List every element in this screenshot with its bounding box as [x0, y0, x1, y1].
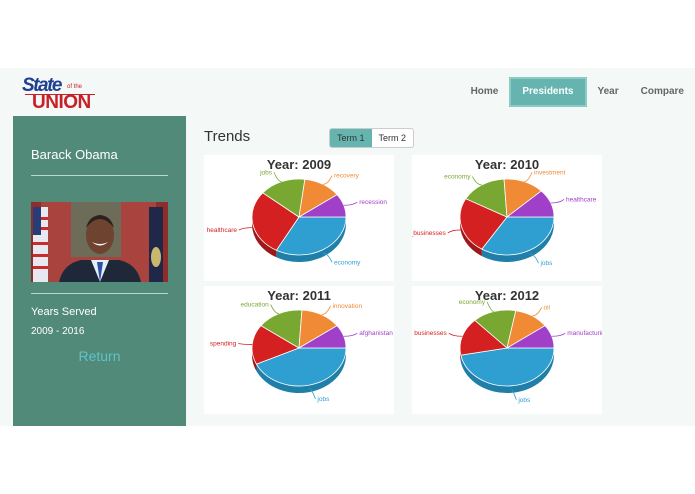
pie-slice-spending[interactable]	[251, 325, 300, 365]
pie-slice-jobs[interactable]	[262, 178, 306, 218]
return-link[interactable]: Return	[78, 348, 121, 364]
page-background: State of the UNION Home Presidents Year …	[0, 68, 695, 426]
pie-label: healthcare	[207, 227, 238, 234]
nav-presidents[interactable]: Presidents	[509, 77, 587, 107]
divider	[31, 293, 168, 294]
pie-label: afghanistan	[359, 330, 393, 337]
pie-label: small_businesses	[412, 230, 447, 237]
pie-slice-businesses[interactable]	[459, 319, 508, 356]
chart-card-2010: Year: 2010 jobs small_businesses economy in…	[412, 155, 602, 281]
president-name: Barack Obama	[31, 147, 118, 162]
president-photo	[31, 202, 168, 282]
pie-label: recovery	[334, 173, 360, 180]
trends-heading: Trends	[204, 128, 251, 145]
pie-label: economy	[444, 173, 471, 180]
pie-slice-healthcare[interactable]	[505, 190, 555, 218]
term-1-button[interactable]: Term 1	[330, 129, 372, 147]
years-served-value: 2009 - 2016	[31, 326, 85, 337]
pie-label: oil	[544, 304, 551, 311]
pie-slice-education[interactable]	[260, 309, 303, 349]
chart-title: Year: 2012	[474, 288, 540, 303]
pie-label: innovation	[332, 303, 362, 310]
pie-slice-economy[interactable]	[465, 178, 508, 218]
logo-underline	[25, 94, 95, 95]
pie-slice-jobs[interactable]	[460, 347, 555, 387]
pie-chart-2011[interactable]: jobs spending education innovation afghanist…	[204, 286, 394, 414]
chart-title: Year: 2011	[267, 288, 331, 303]
pie-label: spending	[210, 340, 237, 347]
divider	[31, 175, 168, 176]
navbar: State of the UNION Home Presidents Year …	[0, 68, 695, 116]
term-toggle: Term 1 Term 2	[329, 128, 415, 148]
logo-state-text: State	[22, 75, 62, 96]
state-of-the-union-logo[interactable]: State of the UNION	[22, 75, 97, 113]
pie-slice-small_businesses[interactable]	[459, 198, 508, 250]
nav-home[interactable]: Home	[470, 86, 499, 97]
pie-chart-2012[interactable]: jobs businesses economy oil manufacturing	[412, 286, 602, 414]
pie-label: jobs	[539, 260, 553, 267]
pie-label: jobs	[259, 169, 273, 176]
pie-label: jobs	[517, 397, 531, 404]
pie-chart-2010[interactable]: jobs small_businesses economy investment hea…	[412, 155, 602, 281]
main-nav: Home Presidents Year Compare	[460, 77, 695, 107]
pie-label: investment	[534, 169, 566, 176]
chart-card-2012: Year: 2012 jobs businesses economy oil manuf…	[412, 286, 602, 414]
pie-label: economy	[334, 259, 361, 266]
pie-label: healthcare	[566, 196, 597, 203]
president-sidebar: Barack Obama	[13, 116, 186, 426]
logo-of-the-text: of the	[67, 84, 83, 90]
pie-slice-jobs[interactable]	[255, 347, 347, 387]
pie-label: jobs	[316, 396, 330, 403]
chart-title: Year: 2010	[474, 157, 540, 172]
chart-card-2011: Year: 2011 jobs spending education innovati…	[204, 286, 394, 414]
nav-compare[interactable]: Compare	[640, 86, 684, 97]
pie-slice-healthcare[interactable]	[251, 192, 300, 251]
chart-card-2009: Year: 2009 economy healthcare jobs recovery…	[204, 155, 394, 281]
term-2-button[interactable]: Term 2	[378, 133, 407, 143]
pie-slice-economy[interactable]	[275, 216, 347, 256]
pie-chart-2009[interactable]: economy healthcare jobs recovery recession	[204, 155, 394, 281]
years-served-label: Years Served	[31, 306, 97, 318]
pie-label: education	[241, 302, 270, 309]
nav-year[interactable]: Year	[597, 86, 619, 97]
chart-title: Year: 2009	[266, 157, 332, 172]
logo-union-text: UNION	[32, 92, 91, 113]
pie-label: recession	[359, 199, 387, 206]
pie-label: businesses	[414, 330, 447, 337]
pie-label: manufacturing	[567, 330, 602, 337]
pie-label: economy	[459, 299, 486, 306]
